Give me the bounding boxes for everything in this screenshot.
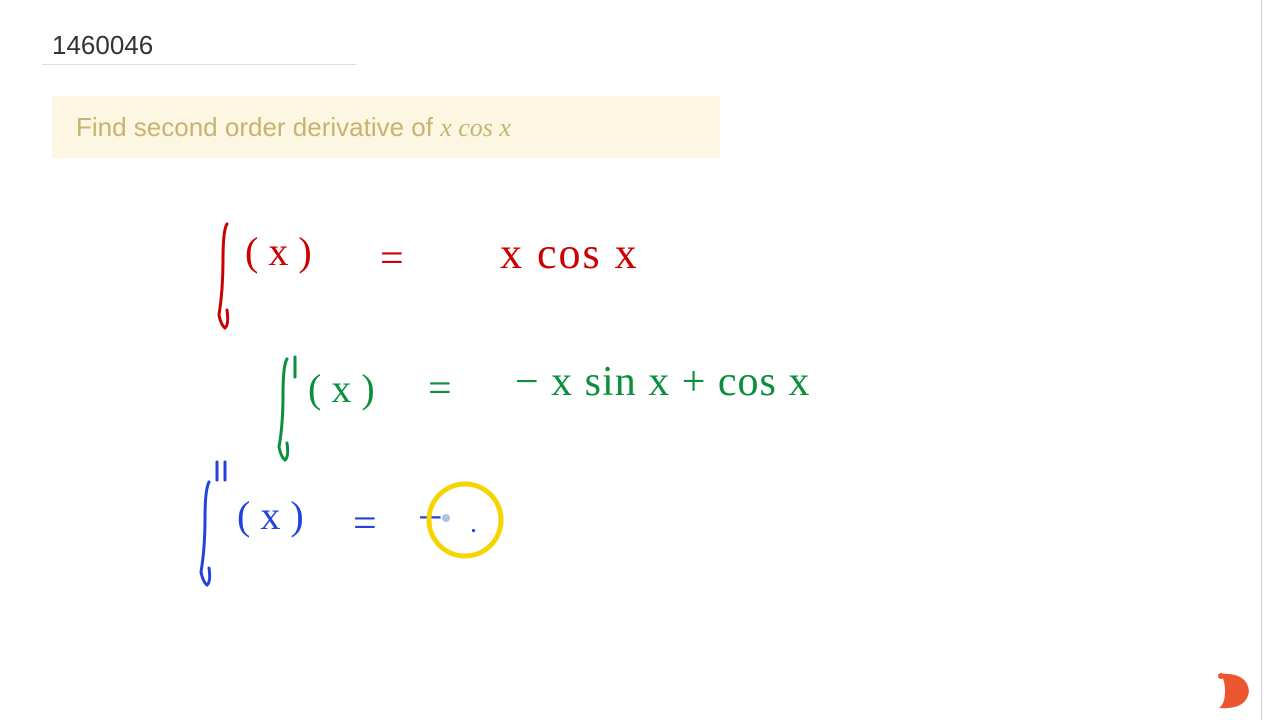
cursor-highlight-icon — [425, 480, 507, 562]
line1-f-stroke — [215, 220, 245, 340]
line2-f-stroke — [275, 355, 305, 470]
line2-expr: − x sin x + cos x — [515, 358, 810, 406]
question-math: x cos x — [440, 113, 511, 142]
watermark-logo-icon — [1211, 670, 1253, 712]
line1-expr: x cos x — [500, 228, 639, 279]
line3-func-paren: ( x ) — [237, 492, 304, 539]
id-underline — [42, 64, 356, 65]
problem-id: 1460046 — [52, 30, 153, 73]
line3-f-stroke — [195, 460, 235, 590]
line1-eq: = — [380, 235, 404, 283]
whiteboard-page: 1460046 Find second order derivative of … — [0, 0, 1262, 720]
question-box: Find second order derivative of x cos x — [52, 96, 720, 158]
line2-eq: = — [428, 365, 452, 413]
question-prefix: Find second order derivative of — [76, 112, 440, 142]
line1-func-paren: ( x ) — [245, 228, 312, 275]
line2-func-paren: ( x ) — [308, 365, 375, 412]
question-text: Find second order derivative of x cos x — [76, 112, 511, 143]
line3-eq: = — [353, 500, 377, 548]
